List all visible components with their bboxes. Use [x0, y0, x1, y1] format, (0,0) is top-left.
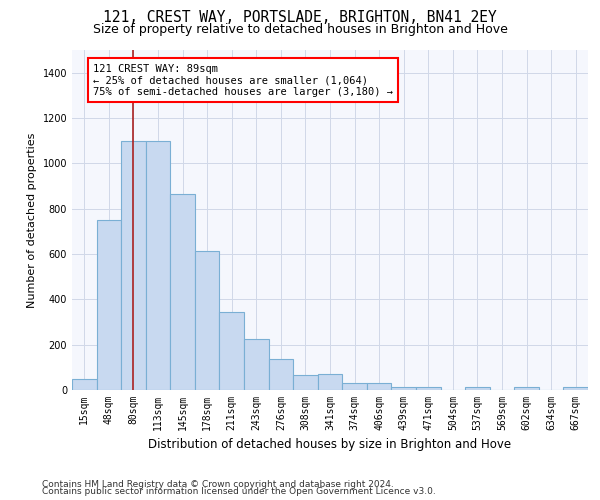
Bar: [195, 250, 220, 390]
Bar: [318, 374, 342, 390]
Bar: [342, 383, 367, 390]
Text: Contains public sector information licensed under the Open Government Licence v3: Contains public sector information licen…: [42, 488, 436, 496]
Bar: [391, 386, 416, 390]
Bar: [416, 386, 440, 390]
Text: 121 CREST WAY: 89sqm
← 25% of detached houses are smaller (1,064)
75% of semi-de: 121 CREST WAY: 89sqm ← 25% of detached h…: [93, 64, 393, 97]
Text: Size of property relative to detached houses in Brighton and Hove: Size of property relative to detached ho…: [92, 22, 508, 36]
Bar: [220, 312, 244, 390]
Text: 121, CREST WAY, PORTSLADE, BRIGHTON, BN41 2EY: 121, CREST WAY, PORTSLADE, BRIGHTON, BN4…: [103, 10, 497, 25]
Bar: [121, 140, 146, 390]
Text: Contains HM Land Registry data © Crown copyright and database right 2024.: Contains HM Land Registry data © Crown c…: [42, 480, 394, 489]
Bar: [97, 220, 121, 390]
Bar: [563, 386, 588, 390]
Bar: [465, 386, 490, 390]
Bar: [293, 376, 318, 390]
X-axis label: Distribution of detached houses by size in Brighton and Hove: Distribution of detached houses by size …: [148, 438, 512, 452]
Bar: [170, 194, 195, 390]
Y-axis label: Number of detached properties: Number of detached properties: [27, 132, 37, 308]
Bar: [269, 360, 293, 390]
Bar: [514, 386, 539, 390]
Bar: [146, 140, 170, 390]
Bar: [244, 339, 269, 390]
Bar: [72, 378, 97, 390]
Bar: [367, 383, 391, 390]
